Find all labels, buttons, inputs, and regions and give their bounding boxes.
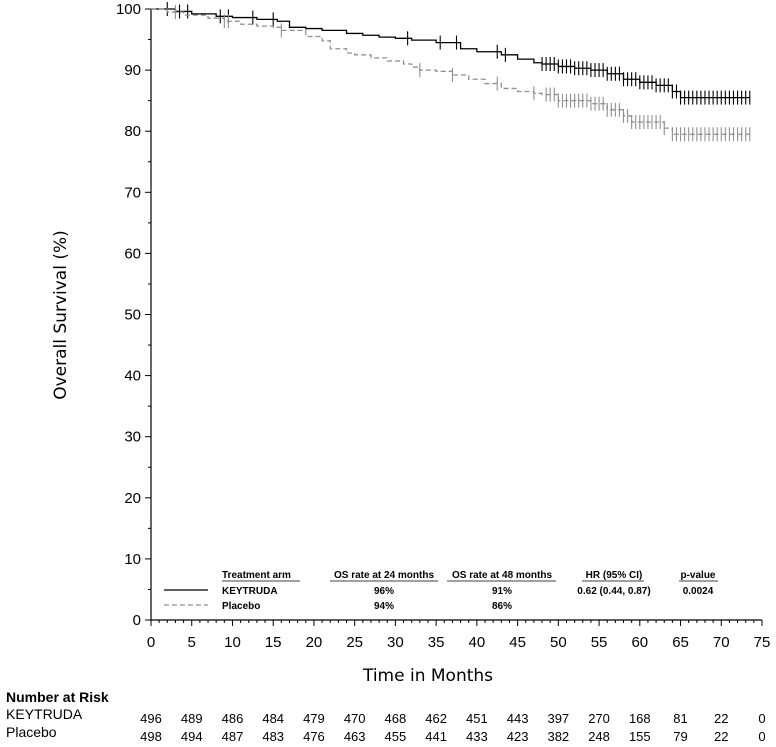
- x-tick-label: 5: [188, 634, 196, 651]
- x-tick-label: 75: [754, 634, 771, 651]
- legend-cell: 0.0024: [683, 586, 714, 597]
- risk-value: 462: [425, 711, 447, 726]
- y-tick-label: 90: [124, 62, 141, 79]
- legend-header: p-value: [680, 570, 715, 581]
- risk-value: 22: [714, 729, 728, 744]
- risk-value: 441: [425, 729, 447, 744]
- x-tick-label: 25: [346, 634, 363, 651]
- y-tick-label: 50: [124, 307, 141, 324]
- risk-value: 496: [140, 711, 162, 726]
- legend-cell: 94%: [374, 601, 394, 612]
- risk-value: 498: [140, 729, 162, 744]
- risk-value: 489: [181, 711, 203, 726]
- series-line-placebo: [151, 8, 750, 135]
- y-tick-label: 60: [124, 245, 141, 262]
- risk-value: 494: [181, 729, 203, 744]
- x-tick-label: 40: [469, 634, 486, 651]
- x-tick-label: 35: [428, 634, 445, 651]
- axes: 0 10 20 30 40 50 60 70 80 90 100 0 5 10 15 20 25 30 35 40 45…: [116, 1, 770, 651]
- risk-value: 433: [466, 729, 488, 744]
- risk-value: 248: [588, 729, 610, 744]
- x-tick-label: 65: [672, 634, 689, 651]
- risk-value: 486: [222, 711, 244, 726]
- y-tick-label: 40: [124, 368, 141, 385]
- x-tick-label: 70: [713, 634, 730, 651]
- risk-value: 470: [344, 711, 366, 726]
- risk-value: 463: [344, 729, 366, 744]
- risk-value: 155: [629, 729, 651, 744]
- risk-value: 22: [714, 711, 728, 726]
- legend-header: HR (95% CI): [586, 570, 643, 581]
- x-tick-label: 10: [224, 634, 241, 651]
- x-tick-label: 60: [631, 634, 648, 651]
- legend-cell: 86%: [492, 601, 512, 612]
- y-tick-label: 10: [124, 551, 141, 568]
- risk-value: 484: [262, 711, 284, 726]
- legend-cell: Placebo: [222, 601, 260, 612]
- risk-value: 476: [303, 729, 325, 744]
- legend-table: Treatment arm OS rate at 24 months OS rate…: [164, 570, 718, 612]
- risk-value: 270: [588, 711, 610, 726]
- risk-value: 0: [758, 729, 765, 744]
- risk-value: 0: [758, 711, 765, 726]
- legend-cell: 91%: [492, 586, 512, 597]
- legend-header: OS rate at 48 months: [452, 570, 552, 581]
- legend-cell: KEYTRUDA: [222, 586, 278, 597]
- x-tick-label: 55: [591, 634, 608, 651]
- legend-header: OS rate at 24 months: [334, 570, 434, 581]
- y-tick-label: 0: [133, 612, 141, 629]
- x-axis-title: Time in Months: [362, 666, 493, 686]
- x-tick-label: 45: [509, 634, 526, 651]
- risk-value: 483: [262, 729, 284, 744]
- risk-row-label: Placebo: [6, 724, 57, 740]
- legend-cell: 0.62 (0.44, 0.87): [577, 586, 650, 597]
- y-tick-label: 20: [124, 490, 141, 507]
- risk-value: 81: [673, 711, 687, 726]
- risk-value: 443: [507, 711, 529, 726]
- y-tick-label: 80: [124, 123, 141, 140]
- x-tick-label: 20: [306, 634, 323, 651]
- risk-value: 468: [385, 711, 407, 726]
- risk-value: 397: [547, 711, 569, 726]
- y-tick-label: 70: [124, 184, 141, 201]
- survival-curves: [151, 2, 751, 142]
- risk-row-label: KEYTRUDA: [6, 706, 83, 722]
- risk-value: 168: [629, 711, 651, 726]
- legend-header: Treatment arm: [222, 570, 291, 581]
- risk-value: 479: [303, 711, 325, 726]
- y-tick-label: 100: [116, 1, 141, 18]
- x-tick-label: 15: [265, 634, 282, 651]
- risk-value: 382: [547, 729, 569, 744]
- risk-value: 455: [385, 729, 407, 744]
- risk-value: 451: [466, 711, 488, 726]
- risk-value: 79: [673, 729, 687, 744]
- number-at-risk-table: Number at Risk KEYTRUDA 496 489 486 484 479 47…: [6, 689, 766, 744]
- y-tick-label: 30: [124, 429, 141, 446]
- risk-value: 487: [222, 729, 244, 744]
- x-tick-label: 0: [147, 634, 155, 651]
- y-axis-title: Overall Survival (%): [51, 230, 71, 400]
- x-tick-label: 30: [387, 634, 404, 651]
- risk-value: 423: [507, 729, 529, 744]
- x-tick-label: 50: [550, 634, 567, 651]
- legend-cell: 96%: [374, 586, 394, 597]
- number-at-risk-title: Number at Risk: [6, 689, 109, 705]
